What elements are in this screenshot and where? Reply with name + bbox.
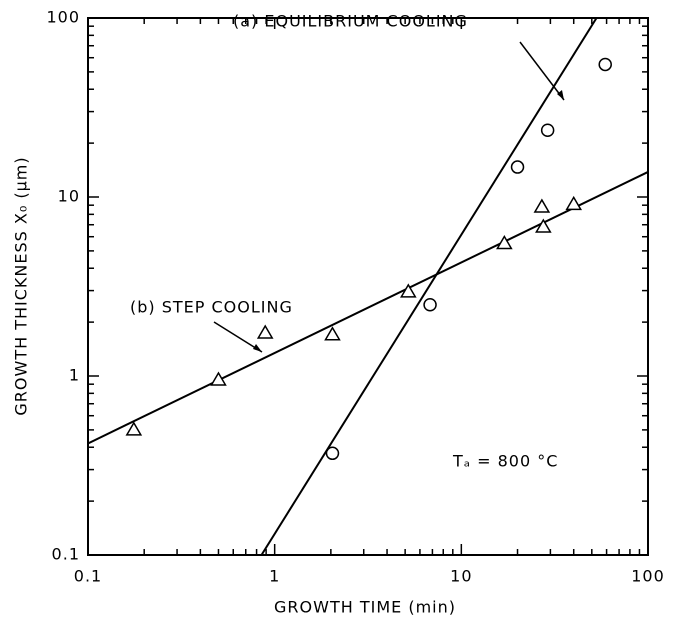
point xyxy=(535,218,552,233)
point xyxy=(496,234,513,250)
point xyxy=(540,123,555,137)
arrow-head xyxy=(253,344,262,352)
y-tick-label: 100 xyxy=(46,8,80,27)
point xyxy=(533,198,551,213)
x-tick-label: 0.1 xyxy=(74,567,102,586)
point xyxy=(256,324,274,339)
point xyxy=(210,371,227,386)
x-tick-label: 1 xyxy=(269,567,280,586)
plot-frame xyxy=(87,17,649,556)
arrow xyxy=(519,41,565,101)
point xyxy=(125,421,143,436)
y-tick-label: 0.1 xyxy=(52,545,80,564)
point xyxy=(565,195,583,211)
fit-line xyxy=(260,18,598,555)
annotation: Tₐ = 800 °C xyxy=(452,452,558,471)
x-axis-label: GROWTH TIME (min) xyxy=(274,598,456,617)
point xyxy=(510,160,525,174)
y-tick-label: 10 xyxy=(58,187,80,206)
point xyxy=(324,326,341,341)
point xyxy=(400,283,417,298)
arrow xyxy=(213,321,263,353)
y-tick-label: 1 xyxy=(69,366,80,385)
x-tick-label: 10 xyxy=(450,567,472,586)
point xyxy=(325,446,340,461)
series-label: (a) EQUILIBRIUM COOLING xyxy=(233,12,468,31)
point xyxy=(598,57,612,72)
arrow-head xyxy=(557,90,564,100)
series-label: (b) STEP COOLING xyxy=(130,298,293,317)
x-tick-label: 100 xyxy=(631,567,665,586)
y-axis-label: GROWTH THICKNESS X₀ (μm) xyxy=(12,156,31,415)
point xyxy=(423,298,437,312)
fit-line xyxy=(88,171,648,445)
